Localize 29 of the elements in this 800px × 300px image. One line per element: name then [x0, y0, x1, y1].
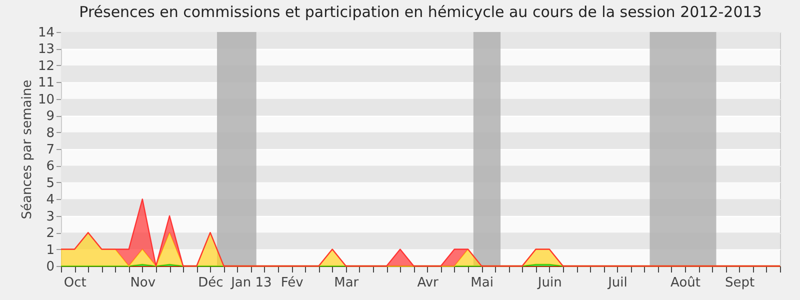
- y-tick-label: 11: [38, 76, 54, 91]
- x-tick-label: Juil: [607, 276, 628, 290]
- x-tick-label: Juin: [536, 276, 562, 290]
- y-tick-label: 3: [46, 209, 54, 224]
- y-tick-label: 4: [46, 192, 54, 208]
- y-tick-label: 2: [46, 226, 54, 242]
- y-tick-label: 7: [46, 142, 54, 158]
- y-tick-label: 5: [46, 176, 54, 191]
- y-tick-label: 9: [46, 109, 54, 124]
- y-tick-label: 13: [38, 42, 54, 58]
- x-tick-label: Oct: [64, 276, 86, 290]
- x-tick-label: Août: [670, 276, 701, 290]
- x-tick-label: Nov: [130, 276, 156, 290]
- y-tick-label: 1: [46, 242, 54, 258]
- x-tick-label: Sept: [724, 276, 755, 290]
- x-tick-label: Jan 13: [230, 276, 272, 290]
- x-tick-label: Mar: [334, 276, 360, 290]
- y-axis-title: Séances par semaine: [20, 80, 35, 220]
- y-tick-label: 12: [38, 58, 54, 74]
- x-tick-label: Fév: [280, 276, 304, 290]
- y-tick-label: 8: [46, 126, 54, 141]
- y-tick-label: 10: [38, 92, 54, 108]
- x-tick-label: Avr: [417, 276, 440, 290]
- y-tick-label: 0: [46, 260, 54, 274]
- y-tick-label: 14: [38, 26, 54, 40]
- chart-title: Présences en commissions et participation en hémicycle au cours de la session 2012-2013: [79, 3, 762, 21]
- x-tick-label: Déc: [198, 276, 224, 290]
- y-tick-label: 6: [46, 159, 54, 174]
- x-tick-label: Mai: [470, 276, 494, 290]
